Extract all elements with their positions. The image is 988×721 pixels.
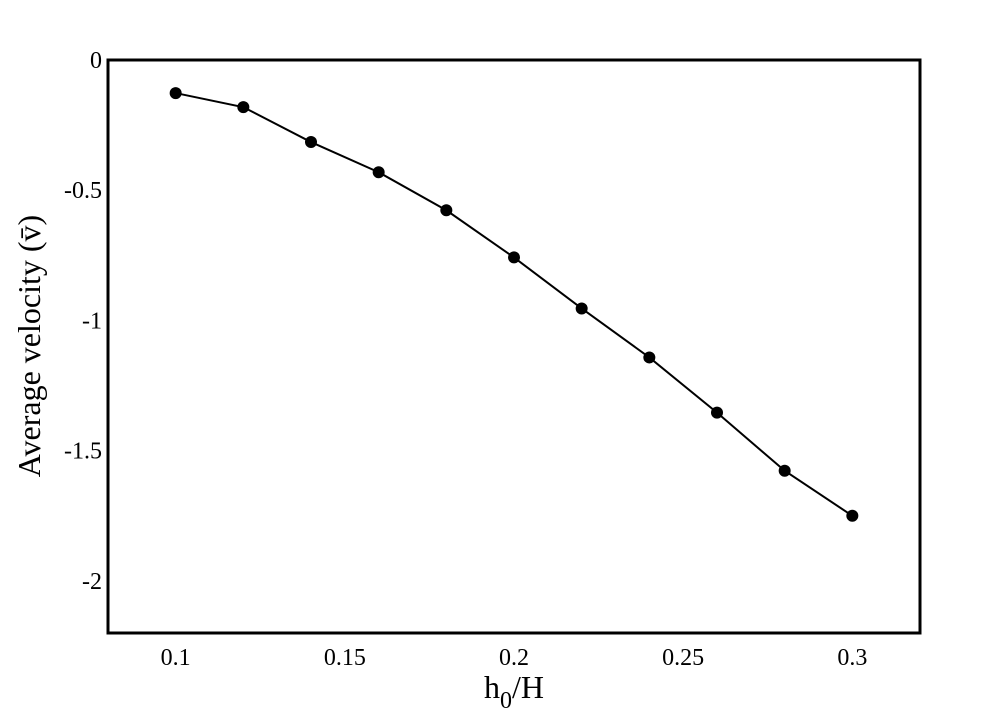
data-point xyxy=(643,351,656,364)
data-point xyxy=(508,251,520,264)
series-line xyxy=(175,92,853,517)
data-point xyxy=(169,87,182,100)
data-point xyxy=(305,136,317,149)
y-tick-label: -1.5 xyxy=(64,439,102,465)
x-tick-label: 0.2 xyxy=(499,645,529,671)
x-tick-label: 0.15 xyxy=(324,645,366,671)
plot-frame xyxy=(106,58,922,635)
data-point xyxy=(372,166,385,179)
data-point xyxy=(778,464,791,477)
y-tick-label: -0.5 xyxy=(64,178,102,204)
data-point xyxy=(237,101,250,114)
x-label-main: h xyxy=(484,669,500,705)
y-axis-label: Average velocity (v̄) xyxy=(11,215,47,477)
x-label-rest: /H xyxy=(512,669,544,705)
y-tick-label: 0 xyxy=(90,48,102,74)
x-axis-label: h0/H xyxy=(484,669,544,714)
x-tick-label: 0.1 xyxy=(161,645,191,671)
x-tick-label: 0.3 xyxy=(837,645,867,671)
y-tick-label: -1 xyxy=(82,308,102,334)
y-tick-label: -2 xyxy=(82,569,102,595)
data-point xyxy=(575,302,588,315)
data-point xyxy=(440,204,453,217)
x-label-sub: 0 xyxy=(500,688,512,714)
data-point xyxy=(711,406,723,419)
x-tick-label: 0.25 xyxy=(662,645,704,671)
data-point xyxy=(846,509,859,522)
